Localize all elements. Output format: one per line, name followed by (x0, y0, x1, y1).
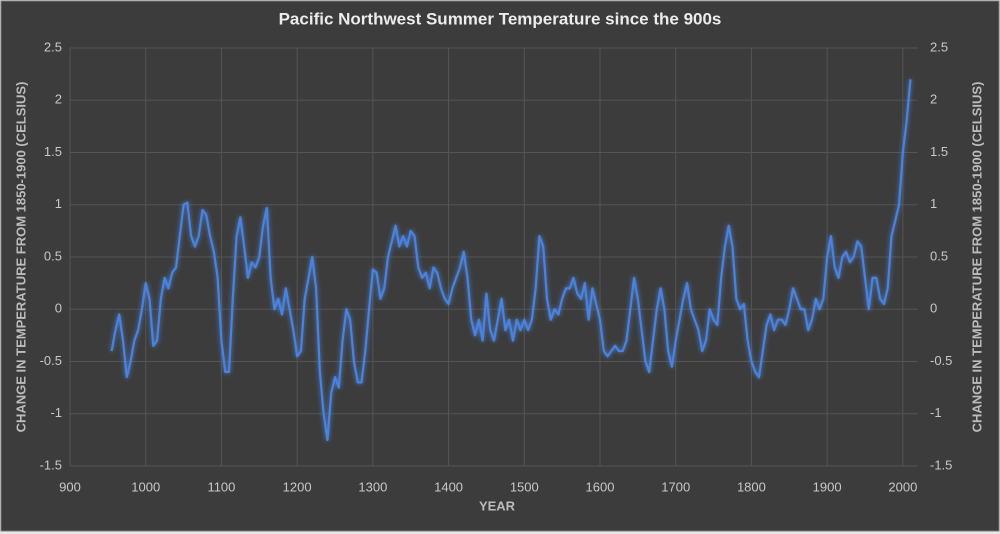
y-tick-label: 2.5 (44, 39, 62, 54)
x-tick-label: 1400 (434, 479, 463, 494)
x-tick-label: 1900 (813, 479, 842, 494)
y2-tick-label: 2 (930, 92, 937, 107)
chart-title: Pacific Northwest Summer Temperature sin… (279, 9, 722, 28)
y-tick-label: 0.5 (44, 248, 62, 263)
y2-tick-label: -1.5 (930, 457, 952, 472)
x-tick-label: 1000 (131, 479, 160, 494)
y2-tick-label: 0.5 (930, 248, 948, 263)
x-axis-label: YEAR (479, 498, 516, 513)
y-tick-label: 0 (55, 301, 62, 316)
x-tick-label: 1700 (661, 479, 690, 494)
y-tick-label: -0.5 (40, 353, 62, 368)
y-tick-label: 2 (55, 92, 62, 107)
y2-tick-label: -0.5 (930, 353, 952, 368)
y-tick-label: 1.5 (44, 144, 62, 159)
x-tick-label: 1500 (510, 479, 539, 494)
y-axis-label: CHANGE IN TEMPERATURE FROM 1850-1900 (CE… (13, 82, 28, 433)
x-tick-label: 1800 (737, 479, 766, 494)
x-tick-label: 1600 (586, 479, 615, 494)
data-line (110, 79, 912, 441)
y2-tick-label: 1.5 (930, 144, 948, 159)
x-tick-label: 1200 (283, 479, 312, 494)
y2-axis-label: CHANGE IN TEMPERATURE FROM 1850-1900 (CE… (969, 82, 984, 433)
y2-tick-label: 0 (930, 301, 937, 316)
x-tick-label: 2000 (888, 479, 917, 494)
y-tick-label: -1 (50, 405, 62, 420)
x-tick-label: 900 (59, 479, 81, 494)
y2-tick-label: -1 (930, 405, 942, 420)
y-tick-label: -1.5 (40, 457, 62, 472)
y-tick-label: 1 (55, 196, 62, 211)
y2-tick-label: 2.5 (930, 39, 948, 54)
x-tick-label: 1100 (207, 479, 235, 494)
x-tick-label: 1300 (358, 479, 387, 494)
y2-tick-label: 1 (930, 196, 937, 211)
